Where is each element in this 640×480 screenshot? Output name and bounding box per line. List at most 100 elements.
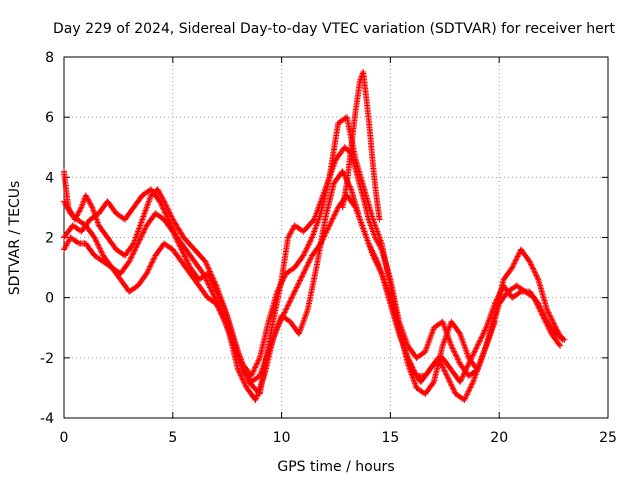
data-point-marker	[369, 252, 376, 259]
data-point-marker	[134, 240, 141, 247]
data-point-marker	[92, 237, 99, 244]
data-point-marker	[462, 394, 469, 401]
data-point-marker	[378, 269, 385, 276]
data-point-marker	[532, 271, 539, 278]
data-point-marker	[301, 249, 308, 256]
data-point-marker	[151, 255, 158, 262]
data-point-marker	[131, 247, 138, 254]
data-point-marker	[147, 263, 154, 270]
data-point-marker	[469, 352, 476, 359]
y-axis-label: SDTVAR / TECUs	[7, 181, 23, 296]
data-point-marker	[254, 360, 261, 367]
data-point-marker	[86, 199, 93, 206]
data-point-marker	[220, 303, 227, 310]
data-point-marker	[451, 388, 458, 395]
data-point-marker	[91, 234, 98, 241]
data-point-marker	[238, 373, 245, 380]
data-point-marker	[479, 333, 486, 340]
data-point-marker	[439, 364, 446, 371]
data-point-marker	[556, 341, 563, 348]
data-point-marker	[538, 307, 545, 314]
data-point-marker	[328, 218, 335, 225]
data-point-marker	[515, 252, 522, 259]
data-point-marker	[297, 277, 304, 284]
data-point-marker	[475, 340, 482, 347]
data-point-marker	[476, 338, 483, 345]
data-point-marker	[465, 388, 472, 395]
data-point-marker	[213, 300, 220, 307]
data-point-marker	[219, 301, 226, 308]
data-point-marker	[471, 349, 478, 356]
data-point-marker	[322, 230, 329, 237]
data-point-marker	[307, 237, 314, 244]
data-point-marker	[452, 351, 459, 358]
data-point-marker	[469, 380, 476, 387]
data-point-marker	[461, 369, 468, 376]
data-point-marker	[443, 372, 450, 379]
data-point-marker	[539, 309, 546, 316]
data-point-marker	[97, 246, 104, 253]
data-point-marker	[374, 260, 381, 267]
data-point-marker	[514, 253, 521, 260]
data-point-marker	[215, 294, 222, 301]
data-point-marker	[527, 259, 534, 266]
data-point-marker	[141, 226, 148, 233]
data-point-marker	[61, 245, 68, 252]
data-point-marker	[289, 292, 296, 299]
data-point-marker	[126, 257, 133, 264]
data-point-marker	[290, 291, 297, 298]
data-point-marker	[448, 344, 455, 351]
data-point-marker	[304, 244, 311, 251]
data-point-marker	[280, 312, 287, 319]
axis-ticks: 0 5 10 15 20 25 -4 -2 0 2 4 6 8	[40, 50, 617, 446]
data-point-marker	[464, 391, 471, 398]
data-point-marker	[376, 265, 383, 272]
data-point-marker	[206, 267, 213, 274]
data-point-marker	[214, 303, 221, 310]
data-point-marker	[158, 193, 165, 200]
data-point-marker	[285, 234, 292, 241]
data-point-marker	[468, 383, 475, 390]
data-point-marker	[147, 262, 154, 269]
data-point-marker	[463, 365, 470, 372]
series-track-4	[61, 114, 498, 397]
data-point-marker	[321, 232, 328, 239]
data-point-marker	[205, 271, 212, 278]
data-point-marker	[459, 373, 466, 380]
data-point-marker	[474, 342, 481, 349]
data-point-marker	[535, 300, 542, 307]
data-point-marker	[450, 346, 457, 353]
data-point-marker	[466, 385, 473, 392]
data-point-marker	[461, 396, 468, 403]
data-point-marker	[92, 235, 99, 242]
data-point-marker	[374, 238, 381, 245]
data-point-marker	[542, 314, 549, 321]
data-point-marker	[307, 238, 314, 245]
data-point-marker	[62, 201, 69, 208]
data-point-marker	[445, 375, 452, 382]
x-tick-label: 15	[381, 430, 399, 446]
data-point-marker	[497, 289, 504, 296]
data-point-marker	[281, 273, 288, 280]
data-point-marker	[305, 241, 312, 248]
data-point-marker	[148, 260, 155, 267]
data-point-marker	[457, 377, 464, 384]
data-point-marker	[161, 208, 168, 215]
data-point-marker	[217, 309, 224, 316]
data-point-marker	[462, 395, 469, 402]
data-point-marker	[375, 263, 382, 270]
data-point-marker	[288, 229, 295, 236]
data-point-marker	[61, 198, 67, 205]
data-point-marker	[157, 199, 164, 206]
data-point-marker	[463, 392, 470, 399]
data-point-marker	[510, 261, 517, 268]
data-point-marker	[286, 231, 293, 238]
y-tick-label: 0	[45, 291, 54, 307]
data-point-marker	[129, 251, 136, 258]
data-point-marker	[239, 375, 246, 382]
data-point-marker	[463, 366, 470, 373]
x-tick-label: 10	[273, 430, 291, 446]
data-point-marker	[536, 303, 543, 310]
data-point-marker	[533, 272, 540, 279]
y-tick-label: -2	[40, 351, 54, 367]
